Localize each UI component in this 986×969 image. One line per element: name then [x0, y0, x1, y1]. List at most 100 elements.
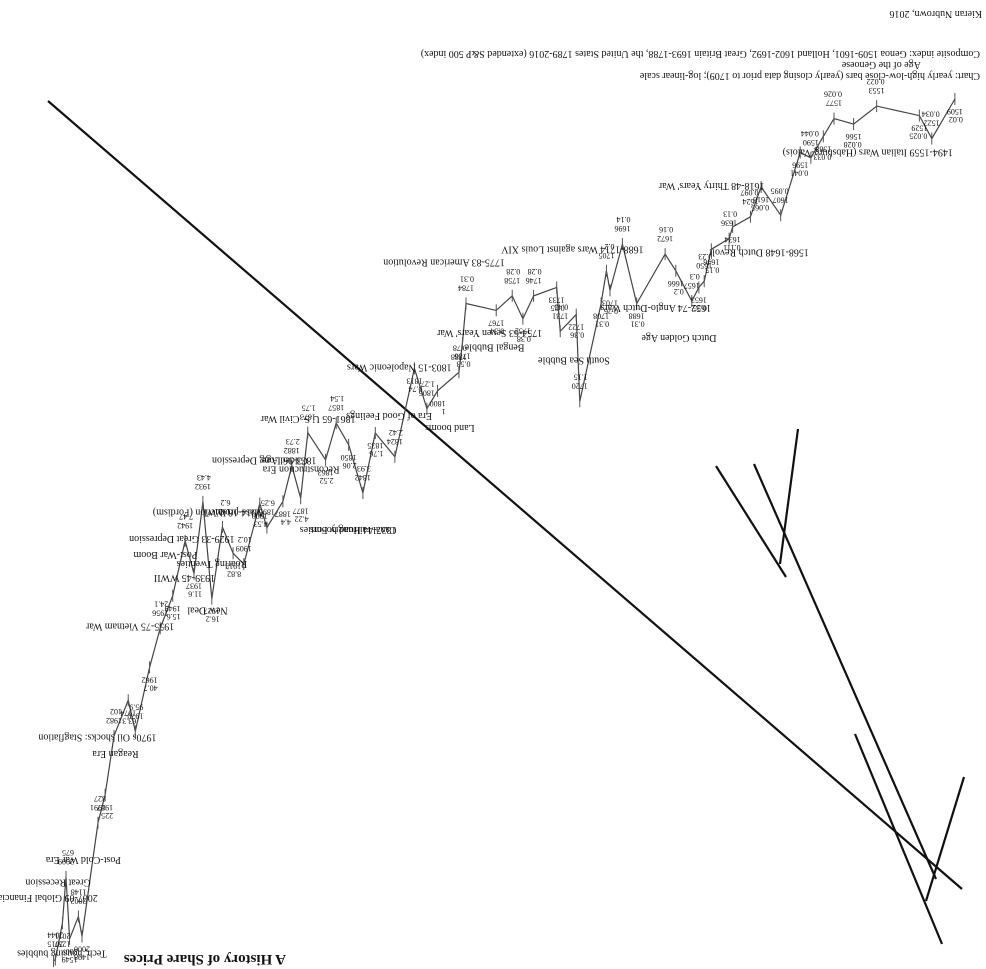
event-annotation: Age of the Genoese — [841, 59, 921, 70]
year-label: 1900 — [252, 512, 268, 521]
event-annotation: Era of Good Feelings — [346, 410, 432, 421]
value-label: 0.025 — [909, 132, 927, 141]
year-label: 1970 — [127, 711, 143, 720]
value-label: 1.54 — [330, 394, 344, 403]
year-label: 1857 — [328, 403, 344, 412]
year-label: 1982 — [106, 716, 122, 725]
value-label: 16.2 — [206, 615, 220, 624]
value-label: 4.53 — [254, 520, 268, 529]
value-label: 0.044 — [801, 129, 819, 138]
event-annotation: Reagan Era — [92, 748, 139, 759]
event-annotations: 1494-1559 Italian Wars (Habsburg-Valois)… — [0, 59, 953, 958]
year-label: 1863 — [318, 468, 334, 477]
value-label: 4.43 — [197, 473, 211, 482]
year-label: 1949 — [165, 604, 181, 613]
value-label: 2.42 — [389, 428, 403, 437]
trend-line — [924, 776, 966, 902]
year-label: 1921 — [214, 507, 230, 516]
trend-line — [752, 463, 938, 880]
year-label: 1927 — [204, 607, 220, 616]
value-label: 95.9 — [129, 702, 143, 711]
event-annotation: 1754-63 Seven Years' War — [436, 327, 542, 338]
credit-text: Kieran Nubrown, 2016 — [890, 8, 982, 19]
event-annotation: 1955-75 Vietnam War — [85, 620, 174, 631]
year-label: 1708 — [593, 311, 609, 320]
year-label: 1758 — [504, 276, 520, 285]
value-label: 8.82 — [227, 569, 241, 578]
year-label: 1634 — [725, 235, 741, 244]
value-label: 0.2 — [674, 287, 684, 296]
event-annotation: 1652-74 Anglo-Dutch Wars — [600, 302, 711, 313]
year-label: 1733 — [549, 295, 565, 304]
year-label: 1618 — [753, 195, 769, 204]
value-label: 0.065 — [751, 203, 769, 212]
value-label: 0.026 — [824, 90, 842, 99]
value-label: 1549 — [62, 955, 78, 964]
value-label: 0.74 — [408, 384, 422, 393]
event-annotation: New Deal — [187, 605, 227, 616]
value-label: 24.1 — [154, 599, 168, 608]
trend-line — [715, 465, 787, 578]
year-label: 1650 — [696, 261, 712, 270]
event-annotation: Roaring Twenties — [177, 558, 248, 569]
value-label: 1.27 — [421, 380, 435, 389]
year-label: 1788 — [451, 352, 467, 361]
value-label: 0.028 — [844, 140, 862, 149]
value-label: 2044 — [47, 931, 63, 940]
event-annotation: Tech, housing bubbles — [17, 947, 107, 958]
value-label: 0.022 — [867, 77, 885, 86]
event-annotation: Post-Cold War Era — [45, 854, 121, 865]
year-label: 1553 — [869, 86, 885, 95]
year-label: 1956 — [152, 608, 168, 617]
year-label: 1624 — [742, 197, 758, 206]
value-label: 0.14 — [616, 215, 630, 224]
year-label: 1688 — [629, 311, 645, 320]
value-label: 0.28 — [528, 267, 542, 276]
value-label: 0.095 — [771, 186, 789, 195]
value-label: 1257 — [54, 939, 70, 948]
chart-title: A History of Share Prices — [124, 951, 286, 967]
year-label: 2007 — [62, 947, 78, 956]
value-label: 10.2 — [238, 535, 252, 544]
trend-line — [778, 428, 800, 565]
year-label: 1672 — [657, 234, 673, 243]
value-label: 0.34 — [490, 326, 504, 335]
value-label: 2.73 — [286, 437, 300, 446]
value-label: 327 — [94, 794, 106, 803]
trend-line — [853, 733, 944, 945]
value-label: 0.26 — [604, 306, 618, 315]
year-label: 1653 — [691, 295, 707, 304]
value-label: 1.76 — [369, 449, 383, 458]
year-label: 1962 — [142, 675, 158, 684]
event-annotation: 1914-18 WWI — [203, 506, 261, 517]
value-label: 0.16 — [659, 225, 673, 234]
year-label: 1577 — [826, 99, 842, 108]
year-label: 2002 — [70, 896, 86, 905]
year-label: 1932 — [195, 482, 211, 491]
event-annotation: 1939-45 WWII — [154, 572, 215, 583]
value-label: 63.3 — [122, 716, 136, 725]
year-label: 1942 — [177, 521, 193, 530]
value-label: 0.25 — [551, 303, 565, 312]
year-label: 1842 — [355, 473, 371, 482]
event-annotation: Gilded Age — [261, 454, 307, 465]
event-annotation: 1970s Oil shocks: Stagflation — [38, 731, 156, 742]
event-annotation: 1837-44 Hungry Forties — [300, 524, 397, 535]
value-label: 1 — [442, 407, 446, 416]
event-annotation: 1775-83 American Revolution — [383, 256, 505, 267]
year-label: 1657 — [684, 281, 700, 290]
value-label: 0.097 — [740, 188, 758, 197]
value-label: 0.2 — [604, 242, 614, 251]
year-label: 1767 — [488, 318, 504, 327]
event-annotation: Mass-production (Fordism) — [153, 506, 263, 517]
year-label: 1509 — [947, 107, 963, 116]
year-label: 1720 — [572, 381, 588, 390]
value-label: 0.111 — [723, 243, 740, 252]
event-annotation: 1861-65 U.S. Civil War — [260, 413, 356, 424]
year-label: 1529 — [911, 124, 927, 133]
year-label: 1590 — [803, 138, 819, 147]
upside-down-chart-body: 15090.0215220.03415290.02515530.02215660… — [0, 8, 982, 968]
source-note: Composite index: Genoa 1509-1601, Hollan… — [421, 48, 980, 59]
value-label: 0.31 — [595, 319, 609, 328]
event-annotation: Post-War Boom — [133, 549, 197, 560]
